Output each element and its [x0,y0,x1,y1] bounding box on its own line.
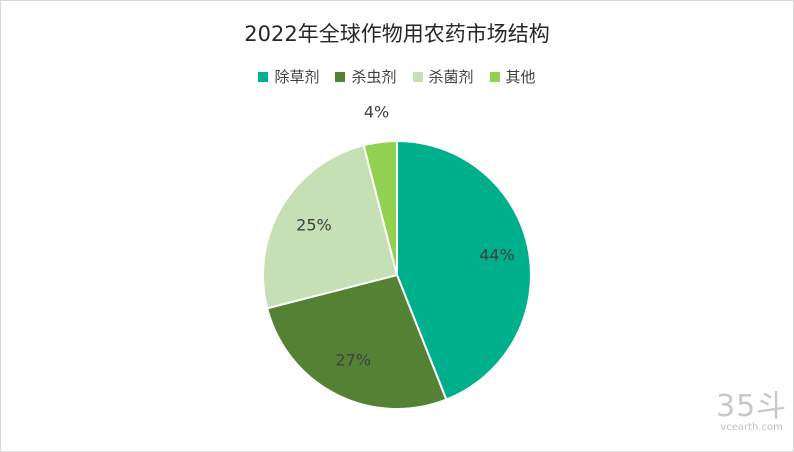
pie-slice-insecticide [265,273,448,410]
legend-label-other: 其他 [505,68,536,86]
legend-item-fungicide: 杀菌剂 [412,66,474,87]
watermark: 35斗 vcearth.com [716,392,787,434]
slice-label-other: 4% [364,102,389,121]
legend-item-insecticide: 杀虫剂 [335,66,397,87]
legend-swatch-insecticide [335,71,346,82]
chart-legend: 除草剂 杀虫剂 杀菌剂 其他 [0,66,794,87]
watermark-url: vcearth.com [720,422,783,433]
legend-label-fungicide: 杀菌剂 [428,68,474,86]
pie-labels: 44% 27% 25% 4% [296,102,515,369]
legend-item-other: 其他 [489,66,536,87]
pie-slice-fungicide [262,143,399,310]
watermark-logo: 35斗 [716,389,788,424]
slice-label-fungicide: 25% [296,215,332,234]
legend-swatch-other [489,71,500,82]
chart-title: 2022年全球作物用农药市场结构 [244,22,550,46]
legend-label-herbicide: 除草剂 [274,68,320,86]
pie-slice-other [362,139,398,276]
legend-swatch-herbicide [258,71,269,82]
legend-label-insecticide: 杀虫剂 [351,68,397,86]
pie-slices [262,139,532,410]
legend-item-herbicide: 除草剂 [258,66,319,87]
slice-label-herbicide: 44% [479,245,515,264]
slice-label-insecticide: 27% [335,350,371,369]
pie-slice-herbicide [396,139,532,401]
legend-swatch-fungicide [412,71,423,82]
